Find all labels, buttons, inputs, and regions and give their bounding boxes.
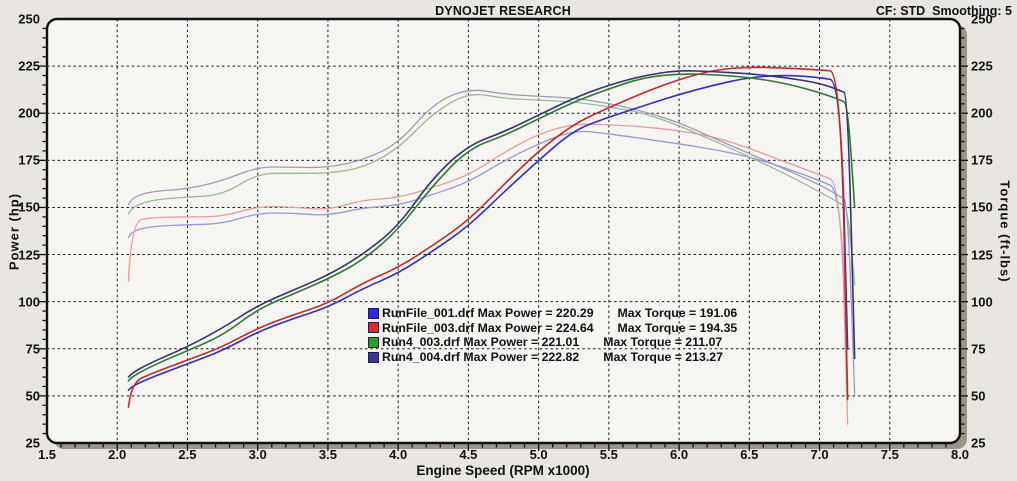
page-title: DYNOJET RESEARCH bbox=[435, 4, 571, 18]
plot-area bbox=[48, 20, 959, 442]
rpm-tick-label: 1.5 bbox=[37, 447, 57, 462]
power-tick-label: 200 bbox=[18, 105, 40, 121]
rpm-tick-label: 4.5 bbox=[459, 447, 478, 462]
torque-axis-title: Torque (ft-lbs) bbox=[997, 180, 1013, 283]
torque-curve-Run4_003.drf bbox=[127, 93, 856, 286]
power-curve-RunFile_003.drf bbox=[127, 66, 849, 408]
power-curve-Run4_003.drf bbox=[127, 73, 856, 382]
torque-curve-RunFile_003.drf bbox=[127, 123, 849, 425]
legend-max-torque-text: Max Torque = 213.27 bbox=[603, 350, 723, 365]
plot-frame bbox=[45, 17, 962, 445]
legend-entry-Run4_003.drf: Run4_003.drf Max Power = 221.01 Max Torqu… bbox=[368, 335, 737, 350]
rpm-tick-label: 3.0 bbox=[248, 447, 267, 462]
rpm-tick-label: 2.5 bbox=[178, 447, 197, 462]
power-curve-RunFile_001.drf bbox=[127, 74, 849, 392]
power-tick-label: 175 bbox=[18, 152, 40, 168]
rpm-tick-label: 6.5 bbox=[740, 447, 759, 462]
power-tick-label: 100 bbox=[18, 294, 40, 310]
legend-entry-RunFile_001.drf: RunFile_001.drf Max Power = 220.29 Max To… bbox=[368, 306, 737, 321]
torque-tick-label: 250 bbox=[971, 11, 993, 27]
legend-color-swatch bbox=[368, 336, 379, 348]
legend-max-power-text: Run4_004.drf Max Power = 222.82 bbox=[382, 350, 580, 365]
power-tick-label: 250 bbox=[18, 11, 40, 27]
torque-tick-label: 225 bbox=[971, 58, 993, 74]
legend-entry-Run4_004.drf: Run4_004.drf Max Power = 222.82 Max Torqu… bbox=[368, 350, 737, 365]
legend-color-swatch bbox=[368, 351, 379, 363]
torque-tick-label: 125 bbox=[971, 247, 993, 263]
rpm-tick-label: 3.5 bbox=[318, 447, 337, 462]
legend-color-swatch bbox=[368, 307, 379, 319]
torque-tick-label: 50 bbox=[971, 388, 986, 404]
torque-tick-label: 175 bbox=[971, 152, 993, 168]
torque-tick-label: 25 bbox=[971, 435, 986, 451]
power-tick-label: 75 bbox=[25, 341, 40, 357]
power-tick-label: 50 bbox=[25, 388, 40, 404]
rpm-axis-title: Engine Speed (RPM x1000) bbox=[416, 463, 590, 478]
torque-curve-Run4_004.drf bbox=[127, 89, 856, 395]
run-legend: RunFile_001.drf Max Power = 220.29 Max To… bbox=[368, 306, 737, 364]
legend-max-power-text: RunFile_003.drf Max Power = 224.64 bbox=[382, 320, 594, 335]
correction-smoothing-label: CF: STD Smoothing: 5 bbox=[875, 4, 1012, 18]
legend-max-power-text: Run4_003.drf Max Power = 221.01 bbox=[382, 335, 580, 350]
torque-tick-label: 150 bbox=[971, 199, 993, 215]
rpm-tick-label: 5.5 bbox=[599, 447, 618, 462]
gridlines bbox=[48, 20, 959, 442]
rpm-tick-label: 4.0 bbox=[389, 447, 408, 462]
torque-tick-label: 100 bbox=[971, 294, 993, 310]
legend-entry-RunFile_003.drf: RunFile_003.drf Max Power = 224.64 Max To… bbox=[368, 321, 737, 336]
power-tick-label: 125 bbox=[18, 247, 40, 263]
power-tick-label: 225 bbox=[18, 58, 40, 74]
power-axis-title: Power (hp) bbox=[6, 192, 22, 271]
rpm-tick-label: 6.0 bbox=[670, 447, 689, 462]
rpm-tick-label: 7.5 bbox=[880, 447, 899, 462]
legend-max-torque-text: Max Torque = 191.06 bbox=[617, 306, 738, 321]
legend-max-power-text: RunFile_001.drf Max Power = 220.29 bbox=[382, 306, 594, 321]
power-curve-Run4_004.drf bbox=[127, 70, 856, 378]
rpm-tick-label: 2.0 bbox=[108, 447, 127, 462]
legend-color-swatch bbox=[368, 322, 379, 334]
legend-max-torque-text: Max Torque = 211.07 bbox=[603, 335, 723, 350]
torque-tick-label: 75 bbox=[971, 341, 986, 357]
torque-tick-label: 200 bbox=[971, 105, 993, 121]
rpm-tick-label: 5.0 bbox=[529, 447, 548, 462]
rpm-tick-label: 7.0 bbox=[810, 447, 829, 462]
torque-curve-RunFile_001.drf bbox=[127, 130, 849, 388]
power-tick-label: 25 bbox=[25, 435, 40, 451]
rpm-tick-label: 8.0 bbox=[950, 447, 970, 462]
legend-max-torque-text: Max Torque = 194.35 bbox=[617, 320, 738, 335]
axis-ticks bbox=[39, 27, 968, 451]
power-tick-label: 150 bbox=[18, 199, 40, 215]
